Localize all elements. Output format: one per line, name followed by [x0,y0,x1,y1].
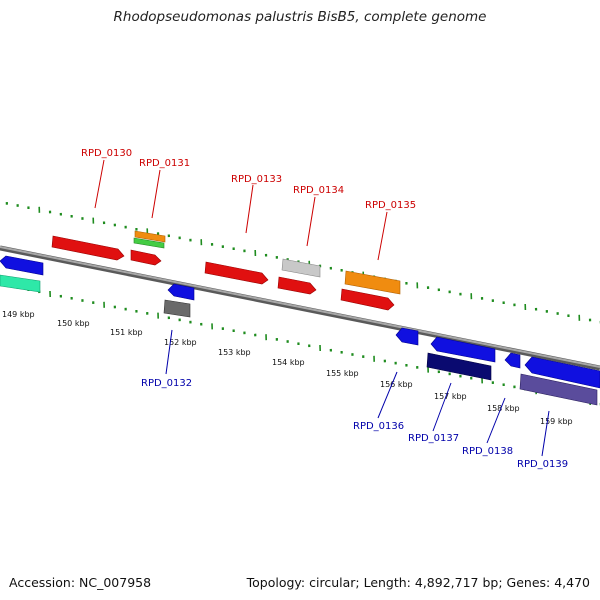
gene-label-rpd-0135[interactable]: RPD_0135 [365,200,416,211]
leader-line [165,329,173,375]
gene-label-rpd-0132[interactable]: RPD_0132 [141,378,192,389]
gene-label-rpd-0139[interactable]: RPD_0139 [517,459,568,470]
gene-feature-blue-long[interactable] [430,336,496,363]
gene-feature-rpd-0134[interactable] [281,258,321,278]
scale-label: 149 kbp [2,310,35,319]
reverse-leader-lines [165,329,550,457]
scale-label: 158 kbp [487,404,520,413]
leader-line [541,410,550,457]
gene-feature-rpd-0133[interactable] [204,261,269,285]
gene-feature-rpd-0137[interactable] [426,352,492,381]
scale-label: 153 kbp [218,348,251,357]
scale-label: 155 kbp [326,369,359,378]
scale-labels: 149 kbp 150 kbp 151 kbp 152 kbp 153 kbp … [2,310,573,426]
leader-line [151,169,161,219]
forward-strand-features [51,230,401,311]
gene-label-rpd-0130[interactable]: RPD_0130 [81,148,132,159]
scale-label: 159 kbp [540,417,573,426]
genome-summary-text: Topology: circular; Length: 4,892,717 bp… [246,575,590,590]
gene-label-rpd-0131[interactable]: RPD_0131 [139,158,190,169]
leader-line [306,196,316,247]
gene-feature-rpd-0136[interactable] [395,327,419,346]
genome-title: Rhodopseudomonas palustris BisB5, comple… [113,9,487,25]
leader-line [94,159,105,209]
gene-feature-teal-left[interactable] [0,274,41,293]
leader-line [432,382,452,432]
gene-feature-blue-left[interactable] [0,255,44,276]
gene-label-rpd-0134[interactable]: RPD_0134 [293,185,344,196]
gene-feature-red-mid[interactable] [277,276,317,295]
upper-tick-track [5,202,600,324]
gene-feature-rpd-0139-blue[interactable] [524,356,600,389]
leader-line [377,211,388,261]
leader-line [245,184,254,234]
gene-label-rpd-0138[interactable]: RPD_0138 [462,446,513,457]
genome-backbone-highlight [0,246,600,368]
gene-feature-rpd-0139-purple[interactable] [519,373,598,406]
reverse-gene-labels: RPD_0132 RPD_0136 RPD_0137 RPD_0138 RPD_… [141,378,568,470]
lower-tick-track [5,284,600,406]
gene-feature-red-small[interactable] [130,249,162,266]
gene-feature-rpd-0130[interactable] [51,235,125,261]
leader-line [486,397,506,444]
scale-label: 152 kbp [164,338,197,347]
gene-label-rpd-0137[interactable]: RPD_0137 [408,433,459,444]
gene-label-rpd-0136[interactable]: RPD_0136 [353,421,404,432]
reverse-strand-features [0,255,600,406]
scale-label: 154 kbp [272,358,305,367]
gene-feature-rpd-0135[interactable] [344,270,401,295]
gene-feature-rpd-0131-orange[interactable] [134,230,166,243]
gene-label-rpd-0133[interactable]: RPD_0133 [231,174,282,185]
gene-feature-grey-small[interactable] [163,299,191,318]
gene-feature-rpd-0131-green[interactable] [133,237,165,249]
forward-leader-lines [94,159,388,261]
scale-label: 157 kbp [434,392,467,401]
scale-label: 156 kbp [380,380,413,389]
gene-feature-red-right[interactable] [340,288,395,311]
scale-label: 150 kbp [57,319,90,328]
leader-line [377,371,398,419]
gene-feature-rpd-0132[interactable] [167,283,195,301]
scale-label: 151 kbp [110,328,143,337]
gene-feature-rpd-0138[interactable] [504,352,521,369]
forward-gene-labels: RPD_0130 RPD_0131 RPD_0133 RPD_0134 RPD_… [81,148,416,211]
accession-text: Accession: NC_007958 [9,575,152,590]
